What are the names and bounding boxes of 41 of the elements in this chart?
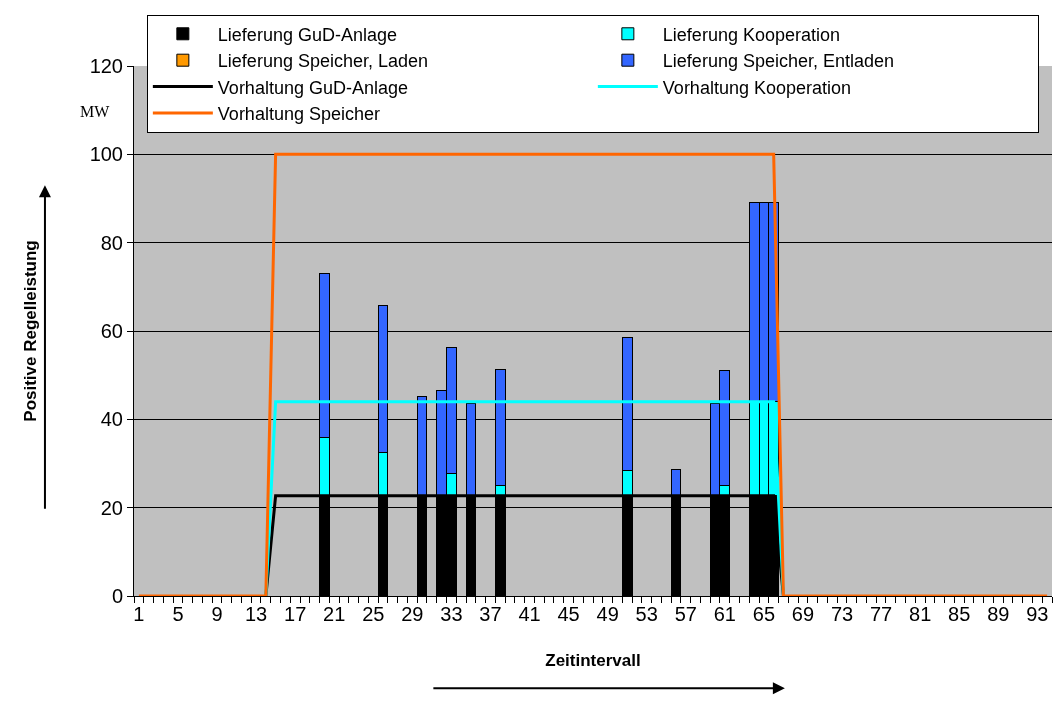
x-tick-label: 73: [830, 603, 854, 625]
x-tick-label: 45: [557, 603, 580, 625]
x-tick-label: 61: [713, 603, 736, 625]
x-tick-label: 5: [172, 603, 184, 625]
x-tick-label: 57: [674, 603, 697, 625]
y-tick-label: 120: [89, 55, 123, 77]
y-tick-label: 100: [89, 143, 123, 166]
x-tick-label: 65: [752, 603, 776, 625]
y-tick-label: 60: [100, 320, 123, 342]
text: MW: [80, 103, 111, 120]
legend-label: Lieferung GuD-Anlage: [217, 24, 397, 45]
x-tick-label: 81: [909, 603, 932, 625]
legend-label: Vorhaltung Speicher: [217, 104, 380, 125]
y-tick-label: 0: [111, 585, 123, 607]
x-tick-label: 69: [791, 603, 815, 625]
legend-label: Vorhaltung Kooperation: [662, 77, 852, 98]
y-tick-label: 40: [100, 408, 123, 431]
x-axis-title: Zeitintervall: [545, 651, 641, 671]
x-tick-label: 29: [401, 603, 424, 625]
x-tick-label: 93: [1026, 603, 1049, 625]
x-tick-label: 53: [635, 603, 658, 625]
legend-label: Vorhaltung GuD-Anlage: [217, 77, 408, 98]
y-axis-title: Positive Regelleistung: [21, 240, 41, 422]
x-tick-label: 25: [362, 603, 385, 625]
x-tick-label: 85: [948, 603, 971, 625]
legend-label: Lieferung Kooperation: [662, 24, 840, 45]
x-tick-label: 9: [211, 603, 223, 625]
y-tick-label: 80: [100, 231, 123, 254]
legend-label: Lieferung Speicher, Laden: [217, 51, 429, 72]
x-tick-label: 41: [518, 603, 541, 625]
x-tick-label: 17: [284, 603, 307, 625]
x-tick-label: 21: [323, 603, 346, 625]
legend-label: Lieferung Speicher, Entladen: [662, 51, 895, 72]
x-tick-label: 1: [133, 603, 145, 625]
x-tick-label: 37: [479, 603, 502, 625]
x-tick-label: 49: [596, 603, 619, 625]
x-tick-label: 89: [987, 603, 1010, 625]
x-tick-label: 13: [244, 603, 268, 625]
x-tick-label: 77: [869, 603, 893, 625]
x-tick-label: 33: [440, 603, 463, 625]
y-tick-label: 20: [100, 496, 123, 519]
